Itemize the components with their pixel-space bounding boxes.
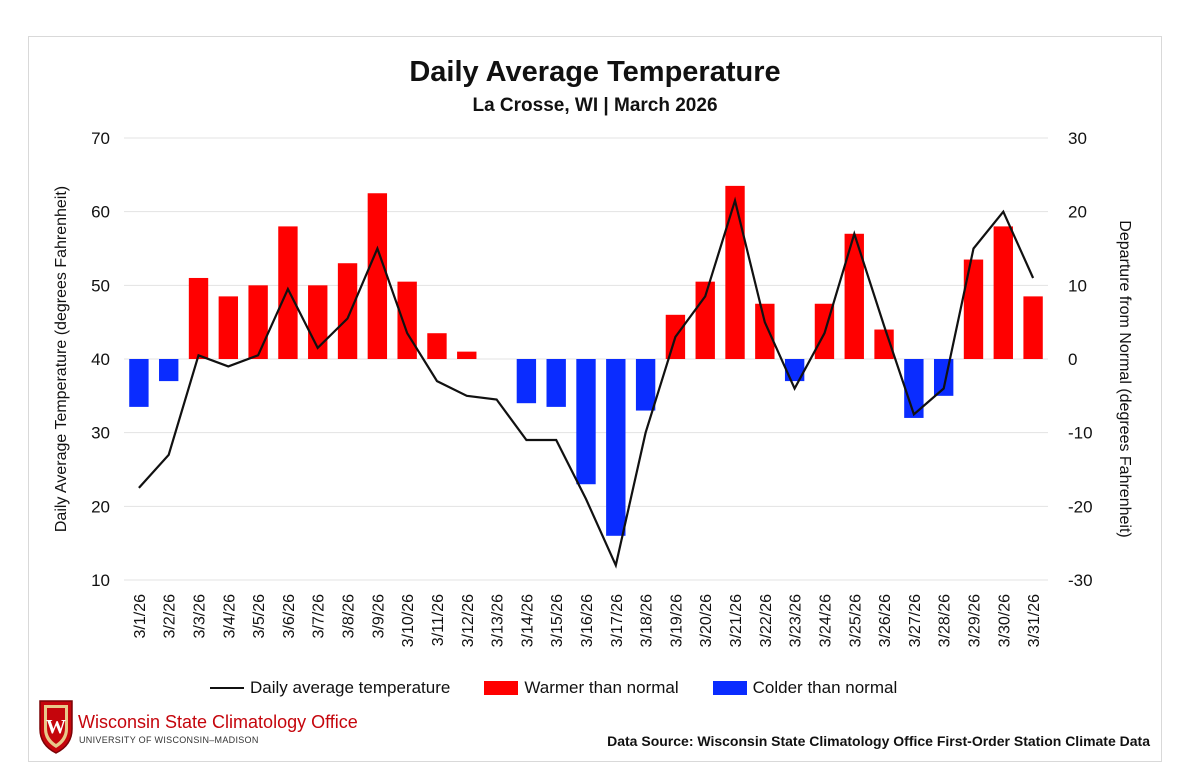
- x-tick-label: 3/18/26: [639, 594, 656, 647]
- y2-tick-label: -20: [1068, 497, 1093, 516]
- legend-item-warm: Warmer than normal: [484, 678, 679, 698]
- y-tick-label: 20: [91, 497, 110, 516]
- x-tick-label: 3/11/26: [430, 594, 447, 646]
- uw-crest-icon: W: [39, 700, 73, 754]
- data-source: Data Source: Wisconsin State Climatology…: [607, 733, 1150, 749]
- x-tick-label: 3/26/26: [877, 594, 894, 647]
- x-tick-label: 3/28/26: [937, 594, 954, 647]
- y-tick-label: 40: [91, 350, 110, 369]
- x-tick-label: 3/30/26: [996, 594, 1013, 647]
- legend-label-cold: Colder than normal: [752, 678, 898, 697]
- x-tick-label: 3/7/26: [311, 594, 328, 639]
- legend-label-line: Daily average temperature: [250, 678, 451, 697]
- x-tick-label: 3/17/26: [609, 594, 626, 647]
- chart-subtitle: La Crosse, WI | March 2026: [472, 95, 718, 116]
- y2-tick-label: 0: [1068, 350, 1077, 369]
- x-tick-label: 3/25/26: [847, 594, 864, 647]
- bar-warm: [337, 263, 358, 359]
- y-axis-title: Daily Average Temperature (degrees Fahre…: [53, 186, 70, 532]
- bar-warm: [1023, 296, 1043, 359]
- bar-warm: [963, 259, 984, 359]
- x-tick-label: 3/23/26: [788, 594, 805, 647]
- bar-warm: [993, 226, 1013, 359]
- x-tick-label: 3/4/26: [221, 594, 238, 639]
- x-tick-label: 3/1/26: [132, 594, 149, 639]
- chart-title: Daily Average Temperature: [409, 56, 781, 88]
- x-tick-label: 3/12/26: [460, 594, 477, 647]
- x-tick-label: 3/24/26: [817, 594, 834, 647]
- legend-item-cold: Colder than normal: [712, 678, 898, 698]
- legend-item-line: Daily average temperature: [210, 678, 450, 698]
- x-tick-label: 3/21/26: [728, 594, 745, 647]
- bar-cold: [576, 359, 596, 485]
- bar-warm: [278, 226, 298, 359]
- x-tick-label: 3/5/26: [251, 594, 268, 639]
- bar-cold: [635, 359, 656, 411]
- bar-warm: [248, 285, 268, 359]
- bar-cold: [516, 359, 537, 404]
- bar-warm: [844, 233, 864, 359]
- org-subtitle: UNIVERSITY OF WISCONSIN–MADISON: [79, 735, 259, 745]
- logo-letter: W: [46, 716, 66, 738]
- x-tick-label: 3/9/26: [370, 594, 387, 639]
- x-tick-label: 3/13/26: [490, 594, 507, 647]
- x-tick-label: 3/6/26: [281, 594, 298, 639]
- bar-cold: [546, 359, 566, 407]
- bar-warm: [427, 333, 447, 359]
- x-tick-label: 3/2/26: [162, 594, 179, 639]
- bar-warm: [755, 303, 775, 359]
- bar-warm: [725, 185, 745, 359]
- x-tick-label: 3/3/26: [192, 594, 209, 639]
- x-tick-label: 3/31/26: [1026, 594, 1043, 647]
- x-tick-label: 3/22/26: [758, 594, 775, 647]
- bar-warm: [188, 277, 209, 359]
- y2-tick-label: 10: [1068, 276, 1087, 295]
- x-tick-label: 3/27/26: [907, 594, 924, 647]
- y-tick-label: 30: [91, 424, 110, 443]
- y-tick-label: 60: [91, 203, 110, 222]
- legend-cold-swatch: [712, 681, 747, 695]
- bar-cold: [159, 359, 179, 382]
- bar-warm: [457, 351, 477, 359]
- y2-tick-label: 30: [1068, 129, 1087, 148]
- y-tick-label: 70: [91, 129, 110, 148]
- y2-tick-label: 20: [1068, 203, 1087, 222]
- y-tick-label: 50: [91, 276, 110, 295]
- bar-cold: [933, 359, 954, 396]
- x-tick-label: 3/14/26: [519, 594, 536, 647]
- x-tick-label: 3/15/26: [549, 594, 566, 647]
- chart-legend: Daily average temperature Warmer than no…: [210, 676, 931, 700]
- temperature-line: [138, 196, 1035, 569]
- legend-warm-swatch: [484, 681, 519, 695]
- x-tick-label: 3/8/26: [341, 594, 358, 639]
- bar-warm: [397, 281, 417, 359]
- y2-tick-label: -30: [1068, 571, 1093, 590]
- bar-warm: [367, 193, 388, 359]
- x-tick-label: 3/29/26: [966, 594, 983, 647]
- y2-axis-title: Departure from Normal (degrees Fahrenhei…: [1116, 220, 1133, 537]
- bar-cold: [129, 359, 149, 407]
- x-tick-label: 3/10/26: [400, 594, 417, 647]
- legend-label-warm: Warmer than normal: [524, 678, 679, 697]
- y2-tick-label: -10: [1068, 424, 1093, 443]
- bar-warm: [695, 281, 715, 359]
- x-tick-label: 3/19/26: [668, 594, 685, 647]
- org-name: Wisconsin State Climatology Office: [78, 712, 358, 732]
- y-tick-label: 10: [91, 571, 110, 590]
- x-tick-label: 3/16/26: [579, 594, 596, 647]
- bar-cold: [606, 359, 626, 536]
- legend-line-swatch: [210, 687, 244, 689]
- x-tick-label: 3/20/26: [698, 594, 715, 647]
- bar-warm: [218, 296, 239, 359]
